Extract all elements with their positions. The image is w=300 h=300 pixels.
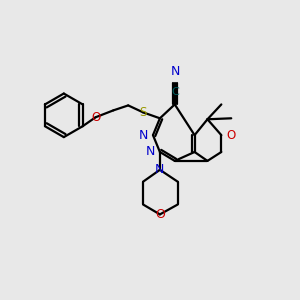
Text: O: O — [226, 129, 236, 142]
Text: N: N — [155, 163, 165, 176]
Text: C: C — [171, 86, 178, 97]
Text: N: N — [146, 146, 155, 158]
Text: N: N — [171, 65, 180, 78]
Text: O: O — [91, 111, 100, 124]
Text: S: S — [140, 106, 147, 119]
Text: N: N — [139, 129, 148, 142]
Text: O: O — [155, 208, 165, 221]
